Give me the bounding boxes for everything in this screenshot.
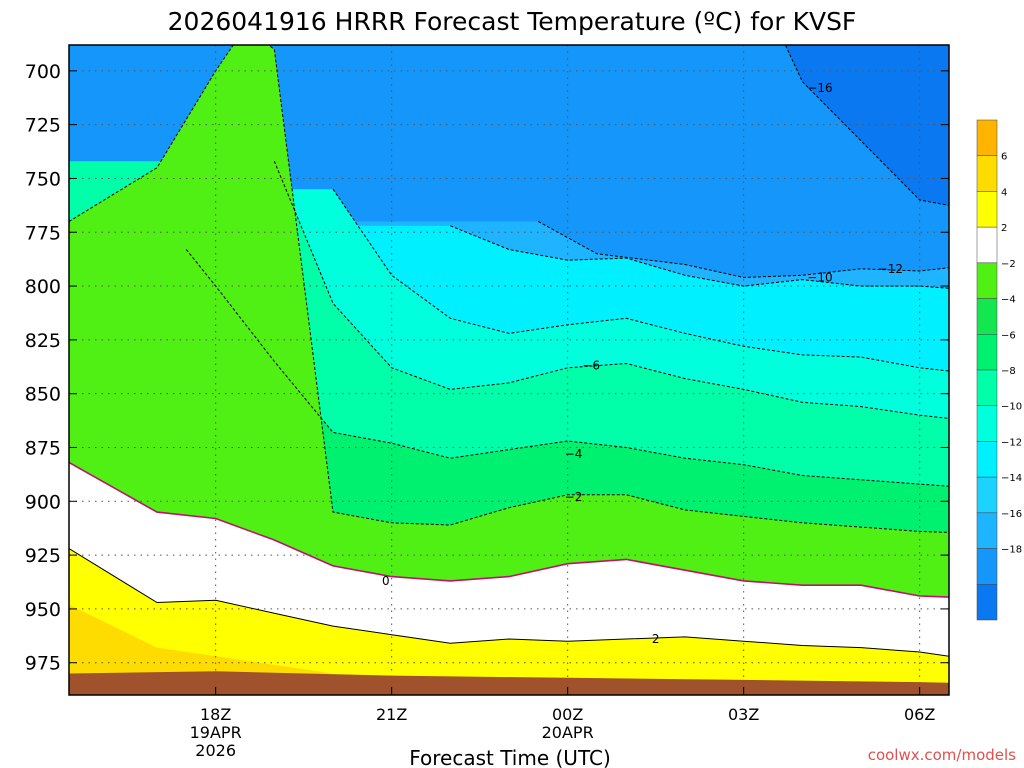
y-tick-label: 950 bbox=[25, 599, 61, 621]
x-tick-label: 00Z bbox=[552, 705, 583, 724]
contour-label: −2 bbox=[565, 490, 583, 504]
y-tick-label: 750 bbox=[25, 168, 61, 190]
y-axis: 700 725 750 775 800 825 850 875 900 925 950 975 bbox=[25, 61, 949, 675]
colorbar-cell bbox=[976, 584, 998, 621]
contour-line bbox=[450, 225, 949, 289]
y-tick-label: 850 bbox=[25, 384, 61, 406]
contour-line bbox=[69, 45, 949, 534]
contour-label: −16 bbox=[807, 81, 832, 95]
colorbar-cell bbox=[976, 155, 998, 192]
colorbar-label: −4 bbox=[1001, 295, 1016, 306]
contour-label: 0 bbox=[382, 574, 390, 588]
colorbar-cell bbox=[976, 262, 998, 299]
colorbar: 6 4 2 −2 −4 −6 −8 −10 −12 −14 −16 −18 bbox=[976, 119, 1022, 621]
contour-label: −4 bbox=[565, 447, 583, 461]
contour-line bbox=[69, 461, 949, 598]
svg-text:−10: −10 bbox=[807, 270, 832, 284]
y-tick-label: 825 bbox=[25, 330, 61, 352]
colorbar-cell bbox=[976, 548, 998, 585]
chart-title: 2026041916 HRRR Forecast Temperature (ºC… bbox=[168, 7, 857, 36]
svg-text:−16: −16 bbox=[807, 81, 832, 95]
band-fill bbox=[69, 604, 333, 685]
plot-area bbox=[69, 45, 949, 695]
credit-text: coolwx.com/models bbox=[868, 746, 1016, 764]
colorbar-cell bbox=[976, 119, 998, 156]
contour-label: −10 bbox=[807, 270, 832, 284]
svg-text:−2: −2 bbox=[565, 490, 583, 504]
svg-text:2: 2 bbox=[652, 632, 660, 646]
contour-line bbox=[273, 161, 949, 419]
y-tick-label: 975 bbox=[25, 653, 61, 675]
contour-lines bbox=[69, 45, 949, 657]
svg-text:−4: −4 bbox=[565, 447, 583, 461]
contour-line bbox=[538, 221, 949, 279]
colorbar-cell bbox=[976, 191, 998, 228]
x-tick-label: 21Z bbox=[376, 705, 407, 724]
colorbar-label: −18 bbox=[1001, 545, 1022, 556]
y-tick-label: 900 bbox=[25, 491, 61, 513]
colorbar-label: −10 bbox=[1001, 402, 1022, 413]
colorbar-label: −16 bbox=[1001, 509, 1022, 520]
x-axis: 18Z19APR202621Z00Z20APR03Z06Z09Z bbox=[190, 687, 935, 760]
colorbar-cell bbox=[976, 476, 998, 514]
colorbar-label: 2 bbox=[1001, 223, 1007, 234]
colorbar-cell bbox=[976, 298, 998, 335]
svg-text:−12: −12 bbox=[878, 262, 903, 276]
terrain bbox=[69, 671, 949, 695]
contour-line bbox=[69, 548, 949, 657]
y-tick-label: 775 bbox=[25, 222, 61, 244]
contour-label: −12 bbox=[878, 262, 903, 276]
colorbar-label: −2 bbox=[1001, 259, 1016, 270]
y-tick-label: 700 bbox=[25, 61, 61, 83]
contour-line bbox=[185, 249, 949, 487]
colorbar-cell bbox=[976, 512, 998, 549]
colorbar-cell bbox=[976, 405, 998, 442]
colorbar-cell bbox=[976, 334, 998, 371]
colorbar-label: −8 bbox=[1001, 366, 1016, 377]
y-tick-label: 875 bbox=[25, 437, 61, 459]
x-tick-label: 2026 bbox=[195, 741, 236, 760]
temperature-fills bbox=[69, 45, 949, 695]
x-axis-label: Forecast Time (UTC) bbox=[409, 746, 611, 768]
x-tick-label: 20APR bbox=[542, 723, 594, 742]
grid-lines bbox=[69, 45, 949, 695]
band-fill bbox=[69, 548, 949, 695]
x-tick-label: 19APR bbox=[190, 723, 242, 742]
contour-label: −6 bbox=[582, 359, 600, 373]
contour-labels: −16 −12 −10 −6 −4 −2 0 2 bbox=[382, 81, 903, 646]
colorbar-label: −12 bbox=[1001, 437, 1022, 448]
y-tick-label: 800 bbox=[25, 276, 61, 298]
y-tick-label: 925 bbox=[25, 545, 61, 567]
colorbar-label: 4 bbox=[1001, 187, 1007, 198]
colorbar-cell bbox=[976, 441, 998, 478]
x-tick-label: 18Z bbox=[200, 705, 231, 724]
colorbar-cell bbox=[976, 226, 998, 264]
svg-text:−6: −6 bbox=[582, 359, 600, 373]
plot-frame bbox=[68, 44, 950, 696]
x-tick-label: 03Z bbox=[728, 705, 759, 724]
contour-line bbox=[332, 188, 949, 372]
contour-line bbox=[784, 45, 949, 206]
band-fill bbox=[69, 45, 949, 695]
colorbar-label: 6 bbox=[1001, 152, 1007, 163]
colorbar-cell bbox=[976, 369, 998, 406]
y-tick-label: 725 bbox=[25, 115, 61, 137]
x-tick-label: 06Z bbox=[904, 705, 935, 724]
colorbar-label: −14 bbox=[1001, 473, 1022, 484]
svg-text:0: 0 bbox=[382, 574, 390, 588]
colorbar-label: −6 bbox=[1001, 330, 1016, 341]
contour-label: 2 bbox=[652, 632, 660, 646]
